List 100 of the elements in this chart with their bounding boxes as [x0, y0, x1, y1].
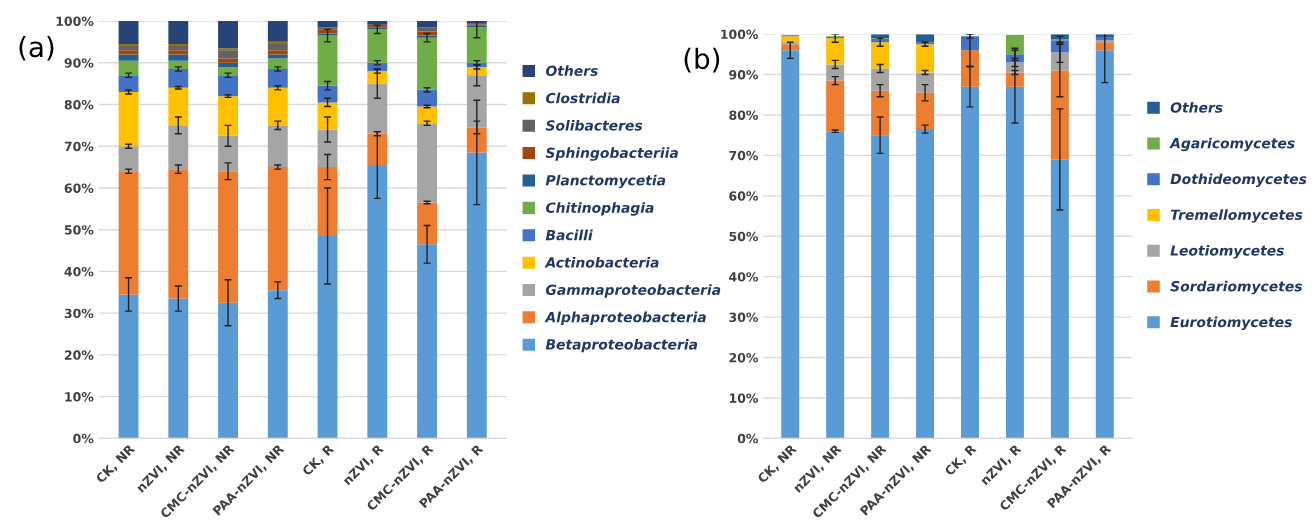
bar: [118, 21, 139, 44]
bar: [267, 58, 288, 69]
y-tick-label: 20%: [64, 350, 94, 360]
bar: [417, 21, 438, 28]
x-tick-label: CK, NR: [95, 443, 137, 485]
bar: [267, 125, 288, 168]
y-tick-label: 80%: [729, 110, 759, 120]
y-tick-label: 80%: [64, 99, 94, 110]
legend-label: Betaproteobacteria: [545, 338, 698, 353]
bar: [781, 44, 800, 51]
legend-label: Clostridia: [545, 92, 620, 104]
bar: [417, 202, 438, 245]
bar: [317, 35, 338, 86]
bar: [1095, 50, 1114, 439]
bar: [118, 46, 139, 51]
bar: [826, 38, 845, 65]
bar: [168, 87, 189, 126]
bar: [417, 123, 438, 203]
y-tick-label: 10%: [729, 393, 759, 403]
x-tick-label: CK, NR: [756, 443, 799, 485]
bar: [218, 302, 238, 439]
x-tick-label: CK, R: [944, 443, 978, 478]
y-tick-label: 50%: [64, 225, 94, 235]
bar: [781, 50, 800, 439]
bar: [871, 90, 890, 136]
y-tick-label: 60%: [64, 183, 94, 193]
legend-label: Gammaproteobacteria: [545, 284, 721, 298]
y-tick-label: 60%: [729, 191, 759, 201]
bar: [916, 129, 935, 439]
bar: [466, 75, 487, 128]
bar: [317, 85, 338, 103]
bar: [267, 69, 288, 88]
legend-label: Sphingobacteriia: [545, 147, 678, 161]
bar: [871, 42, 890, 69]
bar: [168, 69, 189, 88]
y-tick-label: 20%: [729, 353, 759, 363]
bar: [367, 133, 388, 165]
bar: [218, 58, 238, 63]
bar: [118, 75, 139, 92]
bar: [417, 37, 438, 90]
bar: [417, 89, 438, 107]
y-tick-label: 30%: [64, 308, 94, 319]
bar: [317, 167, 338, 236]
x-tick-label: CK, R: [301, 443, 336, 478]
bar: [267, 50, 288, 55]
bar: [218, 171, 238, 303]
bar: [317, 235, 338, 439]
legend-label: Leotiomycetes: [1170, 244, 1284, 259]
bar: [118, 171, 139, 295]
bar: [871, 68, 890, 91]
bar: [466, 27, 487, 63]
bar: [118, 43, 139, 47]
legend-label: Actinobacteria: [544, 256, 659, 268]
bar: [367, 29, 388, 63]
y-tick-label: 50%: [729, 231, 759, 242]
bar: [871, 135, 890, 439]
legend-label: Alphaproteobacteria: [544, 311, 706, 326]
bar: [826, 131, 845, 439]
legend-label: Others: [545, 65, 598, 77]
bar: [267, 41, 288, 44]
bar: [317, 33, 338, 36]
legend-label: Sordariomycetes: [1170, 280, 1303, 295]
bar: [1095, 42, 1114, 51]
legend-label: Eurotiomycetes: [1170, 316, 1292, 331]
y-tick-label: 90%: [729, 70, 759, 80]
bar: [168, 125, 189, 170]
bar: [118, 54, 139, 61]
y-tick-label: 40%: [64, 266, 94, 277]
y-tick-label: 10%: [65, 392, 94, 402]
bar: [781, 36, 800, 43]
bar: [168, 46, 189, 51]
bar: [916, 34, 935, 43]
y-tick-label: 70%: [64, 141, 94, 152]
bar: [916, 72, 935, 93]
y-tick-label: 40%: [729, 272, 759, 282]
legend-label: Agaricomycetes: [1169, 137, 1295, 152]
bar: [466, 152, 487, 439]
bar: [218, 50, 238, 59]
legend-label: Tremellomycetes: [1170, 209, 1303, 223]
legend-label: Planctomycetia: [545, 174, 666, 189]
bar: [1050, 159, 1069, 439]
bar: [1005, 34, 1024, 55]
bar: [317, 102, 338, 130]
y-tick-label: 100%: [56, 16, 94, 26]
y-tick-label: 0%: [73, 433, 94, 444]
bar: [118, 60, 139, 76]
bar: [1005, 86, 1024, 439]
bar: [168, 54, 189, 61]
bar: [826, 80, 845, 132]
bar: [168, 21, 189, 44]
bar: [267, 21, 288, 42]
bar: [168, 50, 189, 55]
bar: [168, 43, 189, 47]
bar: [916, 92, 935, 130]
bar: [826, 64, 845, 81]
bar: [267, 87, 288, 126]
chart-title: (a): [19, 35, 54, 61]
bar: [118, 91, 139, 147]
bar: [916, 44, 935, 73]
bar: [218, 48, 238, 51]
